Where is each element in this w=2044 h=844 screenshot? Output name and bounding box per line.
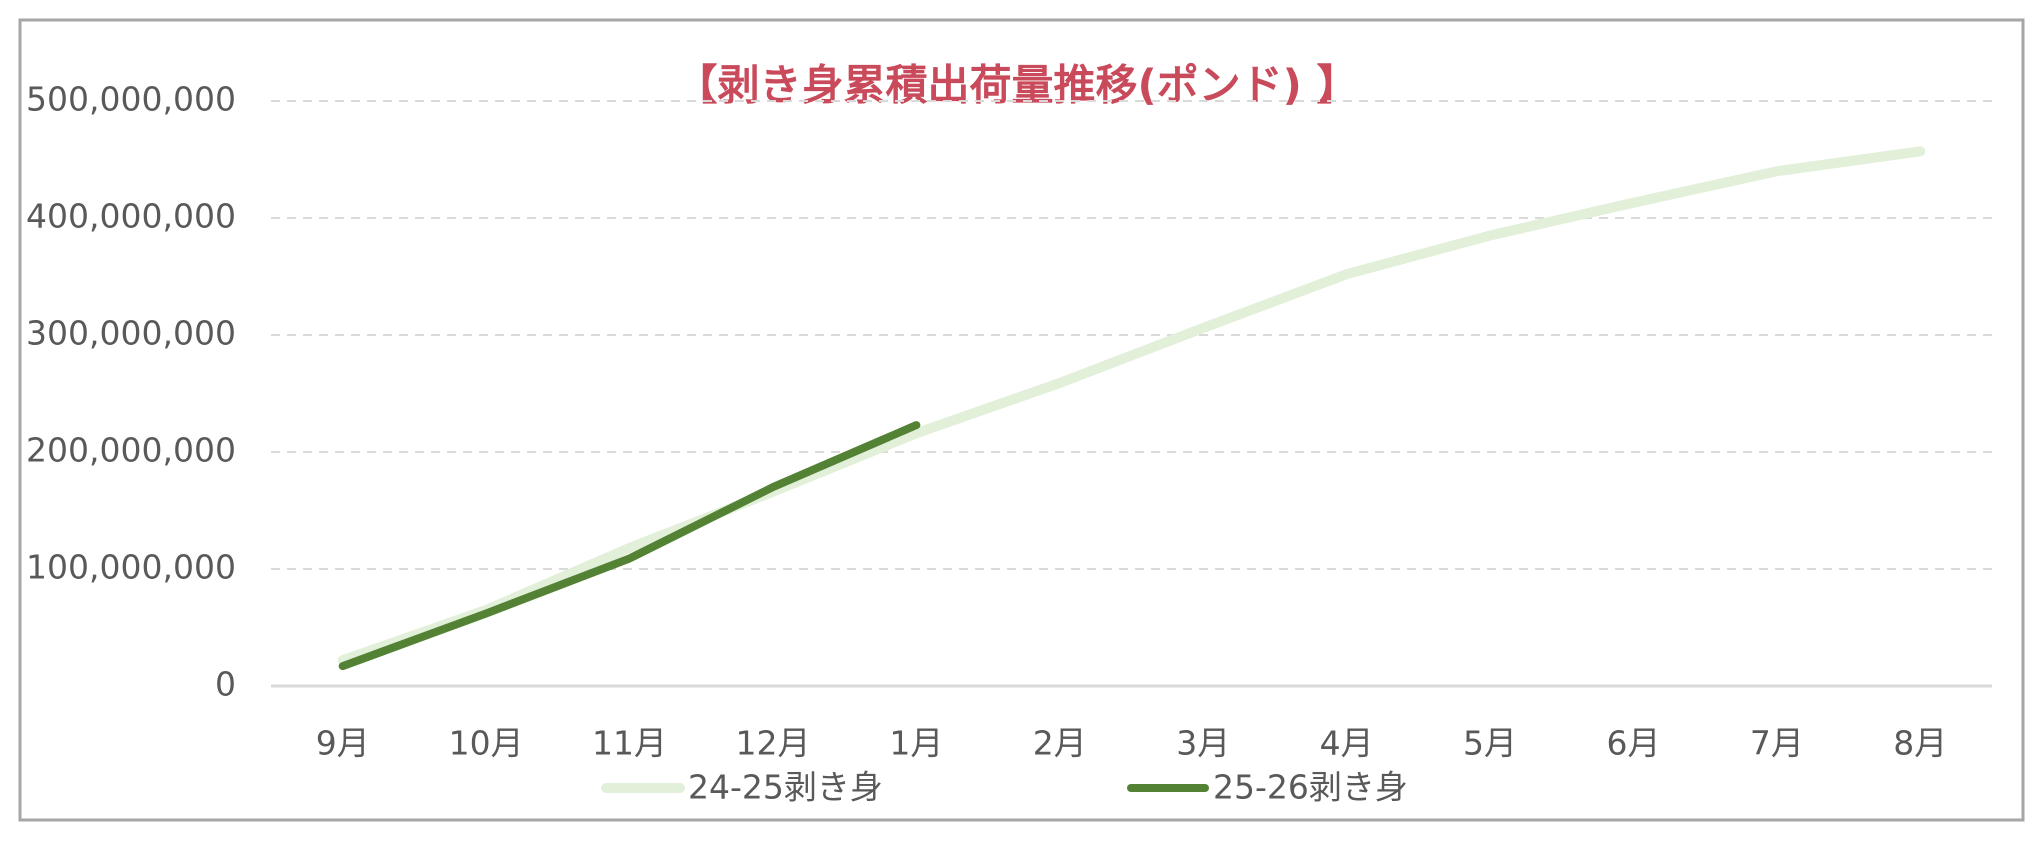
- y-tick-label: 200,000,000: [26, 431, 236, 470]
- legend-label: 24-25剥き身: [688, 768, 883, 807]
- x-tick-label: 4月: [1320, 724, 1374, 763]
- y-tick-label: 100,000,000: [26, 548, 236, 587]
- x-tick-label: 9月: [316, 724, 370, 763]
- x-tick-label: 8月: [1893, 724, 1947, 763]
- x-tick-label: 12月: [735, 724, 810, 763]
- y-tick-label: 500,000,000: [26, 80, 236, 119]
- chart-title: 【剥き身累積出荷量推移(ポンド) 】: [675, 61, 1358, 110]
- chart-border: [18, 18, 2025, 822]
- x-tick-label: 6月: [1606, 724, 1660, 763]
- series-line: [337, 146, 1926, 666]
- y-tick-label: 300,000,000: [26, 314, 236, 353]
- x-tick-label: 2月: [1033, 724, 1087, 763]
- x-tick-label: 1月: [889, 724, 943, 763]
- x-tick-label: 7月: [1750, 724, 1804, 763]
- y-tick-label: 400,000,000: [26, 197, 236, 236]
- x-tick-label: 3月: [1176, 724, 1230, 763]
- x-tick-label: 5月: [1463, 724, 1517, 763]
- y-tick-label: 0: [215, 665, 236, 704]
- series-line: [338, 421, 921, 671]
- x-tick-label: 11月: [592, 724, 667, 763]
- legend-label: 25-26剥き身: [1213, 768, 1408, 807]
- x-tick-label: 10月: [449, 724, 524, 763]
